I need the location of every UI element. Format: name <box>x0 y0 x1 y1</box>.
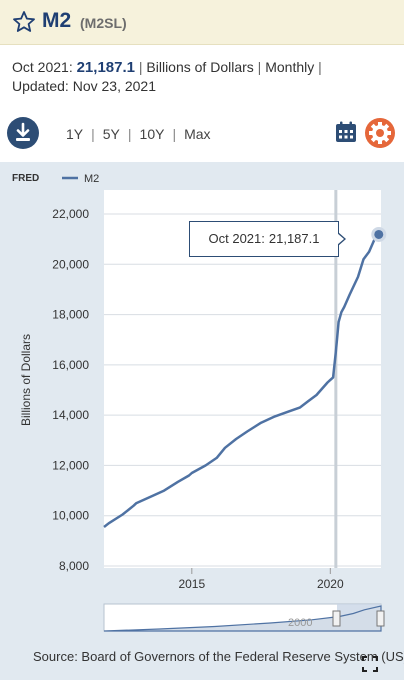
date-range-selector: 1Y | 5Y | 10Y | Max <box>66 126 211 142</box>
range-divider: | <box>172 126 177 142</box>
x-tick-label: 2015 <box>178 577 205 591</box>
units-label: Billions of Dollars <box>146 59 254 75</box>
tooltip-value: 21,187.1 <box>268 231 320 246</box>
y-tick-label: 14,000 <box>52 408 89 422</box>
meta-separator: | <box>318 59 322 75</box>
y-tick-label: 18,000 <box>52 308 89 322</box>
range-10y[interactable]: 10Y <box>139 126 165 142</box>
y-tick-label: 10,000 <box>52 509 89 523</box>
series-meta: Oct 2021: 21,187.1 | Billions of Dollars… <box>12 58 392 96</box>
highlight-point[interactable] <box>371 226 387 242</box>
observation-value: 21,187.1 <box>76 59 135 76</box>
value-tooltip: Oct 2021: 21,187.1 <box>189 221 339 257</box>
download-icon <box>16 122 30 141</box>
navigator[interactable]: 2000 <box>103 603 385 632</box>
series-id: (M2SL) <box>80 15 127 31</box>
range-divider: | <box>127 126 132 142</box>
meta-separator: | <box>257 59 262 75</box>
fred-logo: FRED <box>12 173 39 184</box>
observation-period: Oct 2021: <box>12 59 73 75</box>
range-divider: | <box>91 126 95 142</box>
navigator-right-handle[interactable] <box>376 610 385 627</box>
chart-panel: FRED M2 8,000 10,000 12,000 14,000 16,000 18,… <box>0 162 404 680</box>
download-button[interactable] <box>7 117 39 149</box>
series-line-m2 <box>103 233 380 528</box>
series-title: M2 <box>42 9 72 32</box>
y-axis-label: Billions of Dollars <box>19 334 33 426</box>
y-tick-label: 22,000 <box>52 207 89 221</box>
star-icon[interactable] <box>12 10 36 34</box>
gear-icon[interactable] <box>364 117 396 149</box>
source-note: Source: Board of Governors of the Federa… <box>33 649 404 664</box>
navigator-year-label: 2000 <box>288 617 312 629</box>
y-tick-label: 20,000 <box>52 257 89 271</box>
series-header: M2 (M2SL) <box>0 0 404 45</box>
legend-series-label: M2 <box>84 173 99 185</box>
y-tick-label: 8,000 <box>59 559 89 573</box>
frequency-label: Monthly <box>265 59 315 75</box>
updated-label: Updated: <box>12 78 69 94</box>
fullscreen-icon[interactable] <box>362 656 378 672</box>
toolbar: 1Y | 5Y | 10Y | Max <box>0 114 404 154</box>
calendar-icon[interactable] <box>334 120 358 144</box>
navigator-left-handle[interactable] <box>332 610 341 627</box>
meta-separator: | <box>138 59 143 75</box>
updated-date: Nov 23, 2021 <box>72 78 157 94</box>
y-tick-label: 16,000 <box>52 358 89 372</box>
range-5y[interactable]: 5Y <box>102 126 120 142</box>
y-tick-label: 12,000 <box>52 458 89 472</box>
range-1y[interactable]: 1Y <box>66 126 84 142</box>
tooltip-date: Oct 2021: <box>208 231 265 246</box>
range-max[interactable]: Max <box>184 126 211 142</box>
x-tick-label: 2020 <box>317 577 344 591</box>
tooltip-pointer-fill <box>337 233 344 245</box>
